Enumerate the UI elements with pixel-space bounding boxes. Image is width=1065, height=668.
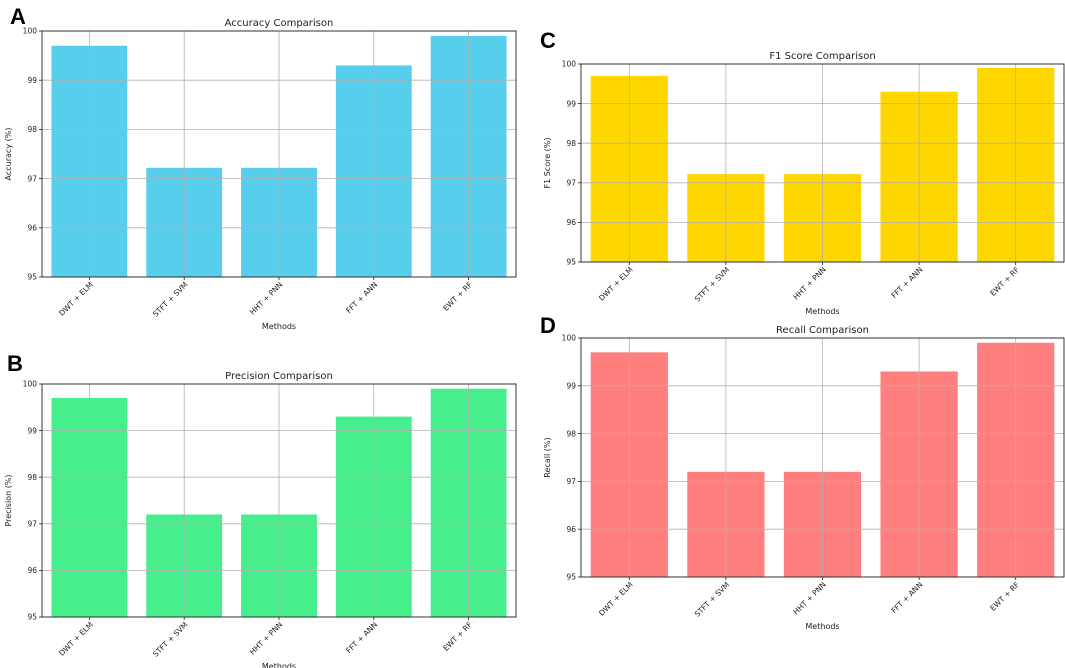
x-tick-label: HHT + PNN xyxy=(791,265,828,302)
x-tick-label: STFT + SVM xyxy=(151,280,190,319)
x-tick-label: FFT + ANN xyxy=(344,280,379,315)
x-axis-label: Methods xyxy=(262,322,296,331)
x-tick-label: EWT + RF xyxy=(441,280,474,313)
y-axis-label: Accuracy (%) xyxy=(4,128,13,181)
y-tick-label: 99 xyxy=(566,99,576,108)
x-tick-label: FFT + ANN xyxy=(890,265,925,300)
x-tick-label: STFT + SVM xyxy=(693,265,732,304)
x-tick-label: FFT + ANN xyxy=(890,580,925,615)
y-tick-label: 96 xyxy=(566,218,576,227)
panel-letter: B xyxy=(7,351,23,376)
chart-panel-c: 95 96 97 98 99 100 DWT + ELM STFT + SVM HHT + PN… xyxy=(540,28,1065,316)
x-tick-label: DWT + ELM xyxy=(597,580,635,618)
chart-title: Precision Comparison xyxy=(225,371,333,382)
x-tick-label: STFT + SVM xyxy=(693,580,732,619)
x-axis-label: Methods xyxy=(262,662,296,668)
y-tick-label: 97 xyxy=(27,174,37,183)
y-tick-label: 98 xyxy=(27,473,37,482)
panel-letter: C xyxy=(540,28,556,53)
chart-title: Recall Comparison xyxy=(776,325,869,336)
x-tick-label: DWT + ELM xyxy=(57,620,95,658)
y-tick-label: 98 xyxy=(566,139,576,148)
y-tick-label: 95 xyxy=(566,258,576,267)
y-axis-label: Precision (%) xyxy=(4,474,13,526)
y-tick-label: 97 xyxy=(566,179,576,188)
x-tick-label: STFT + SVM xyxy=(151,620,190,659)
y-tick-label: 99 xyxy=(27,426,37,435)
y-tick-label: 99 xyxy=(27,76,37,85)
x-tick-label: FFT + ANN xyxy=(344,620,379,655)
x-tick-label: HHT + PNN xyxy=(248,620,285,657)
y-tick-label: 100 xyxy=(23,380,38,389)
y-tick-label: 100 xyxy=(562,60,577,69)
y-tick-label: 100 xyxy=(23,27,38,36)
x-tick-label: DWT + ELM xyxy=(57,280,95,318)
y-tick-label: 95 xyxy=(27,613,37,622)
y-tick-label: 95 xyxy=(566,573,576,582)
y-axis-label: F1 Score (%) xyxy=(543,137,552,188)
chart-panel-a: 95 96 97 98 99 100 DWT + ELM STFT + SVM HHT + PN… xyxy=(4,4,517,331)
y-tick-label: 96 xyxy=(27,566,37,575)
x-tick-label: EWT + RF xyxy=(988,265,1021,298)
y-axis-label: Recall (%) xyxy=(543,437,552,477)
x-axis-label: Methods xyxy=(805,622,839,631)
chart-title: Accuracy Comparison xyxy=(225,18,334,29)
x-tick-label: DWT + ELM xyxy=(597,265,635,303)
panel-letter: A xyxy=(10,4,26,29)
x-tick-label: HHT + PNN xyxy=(791,580,828,617)
chart-panel-d: 95 96 97 98 99 100 DWT + ELM STFT + SVM HHT + PN… xyxy=(540,313,1065,631)
y-tick-label: 95 xyxy=(27,273,37,282)
y-tick-label: 98 xyxy=(566,429,576,438)
y-tick-label: 98 xyxy=(27,125,37,134)
y-tick-label: 97 xyxy=(27,520,37,529)
x-axis-label: Methods xyxy=(805,307,839,316)
x-tick-label: HHT + PNN xyxy=(248,280,285,317)
x-tick-label: EWT + RF xyxy=(988,580,1021,613)
chart-title: F1 Score Comparison xyxy=(769,51,875,62)
x-tick-label: EWT + RF xyxy=(441,620,474,653)
y-tick-label: 96 xyxy=(566,525,576,534)
y-tick-label: 96 xyxy=(27,224,37,233)
y-tick-label: 97 xyxy=(566,477,576,486)
y-tick-label: 99 xyxy=(566,382,576,391)
y-tick-label: 100 xyxy=(562,334,577,343)
panel-letter: D xyxy=(540,313,556,338)
chart-panel-b: 95 96 97 98 99 100 DWT + ELM STFT + SVM HHT + PN… xyxy=(4,351,517,668)
